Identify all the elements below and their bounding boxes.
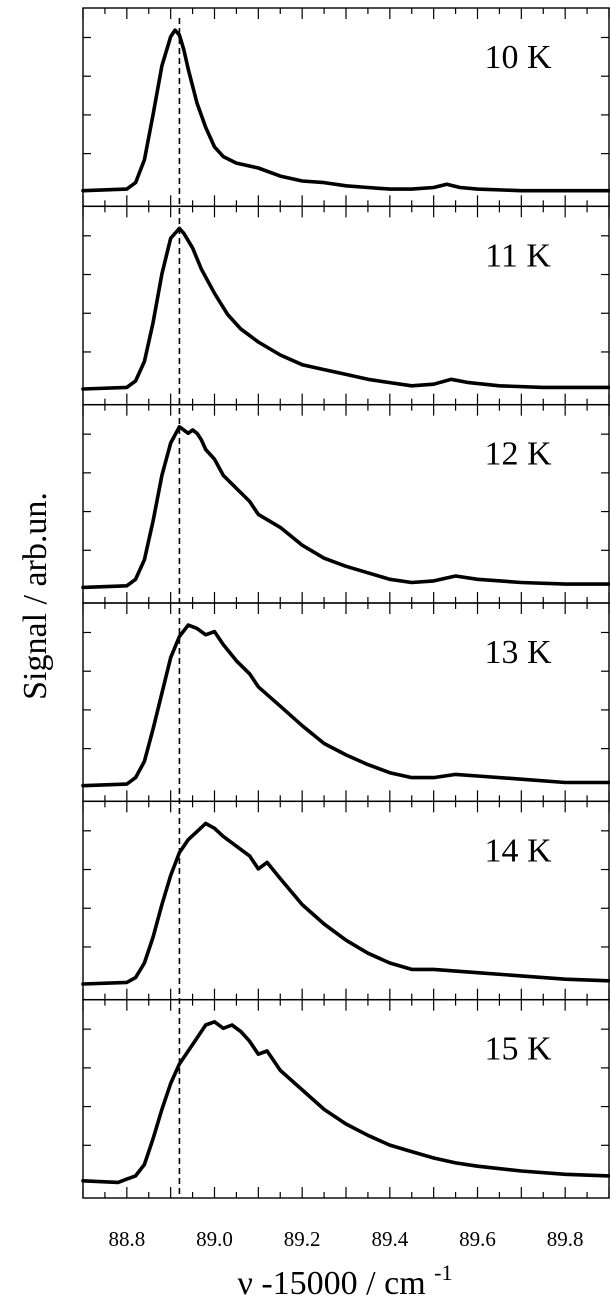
x-axis-title-exponent: -1	[434, 1260, 452, 1285]
spectrum-trace	[81, 623, 610, 788]
panel-4: 13 K	[81, 602, 610, 803]
x-tick-label: 89.8	[547, 1227, 584, 1251]
x-tick-label: 88.8	[108, 1227, 145, 1251]
panel-1: 10 K	[81, 7, 610, 208]
panel-label: 10 K	[484, 39, 552, 76]
panel-frame	[82, 602, 610, 803]
spectrum-trace	[81, 425, 610, 590]
spectrum-trace	[81, 226, 610, 391]
panel-label: 11 K	[485, 237, 551, 274]
panel-label: 13 K	[484, 634, 552, 671]
y-axis-title: Signal / arb.un.	[17, 492, 54, 700]
panel-frame	[82, 7, 610, 208]
panel-frame	[82, 403, 610, 604]
x-tick-labels: 88.8 89.0 89.2 89.4 89.6 89.8	[108, 1227, 583, 1251]
panel-2: 11 K	[81, 205, 610, 406]
x-tick-label: 89.6	[459, 1227, 496, 1251]
panel-6: 15 K	[81, 998, 610, 1199]
x-tick-label: 89.4	[371, 1227, 408, 1251]
panel-3: 12 K	[81, 403, 610, 604]
spectrum-trace	[81, 28, 610, 193]
panels-group: 10 K 11 K 12 K 13 K 14 K 15 K	[81, 7, 610, 1199]
panel-label: 12 K	[484, 436, 552, 473]
panel-label: 15 K	[484, 1031, 552, 1068]
x-tick-label: 89.0	[196, 1227, 233, 1251]
x-axis-title-main: ν -15000 / cm	[237, 1265, 425, 1302]
x-tick-label: 89.2	[284, 1227, 321, 1251]
panel-label: 14 K	[484, 832, 552, 869]
spectrum-trace	[81, 1020, 610, 1185]
x-axis-title: ν -15000 / cm -1	[237, 1260, 452, 1302]
panel-5: 14 K	[81, 800, 610, 1001]
spectrum-trace	[81, 821, 610, 986]
panel-frame	[82, 998, 610, 1199]
